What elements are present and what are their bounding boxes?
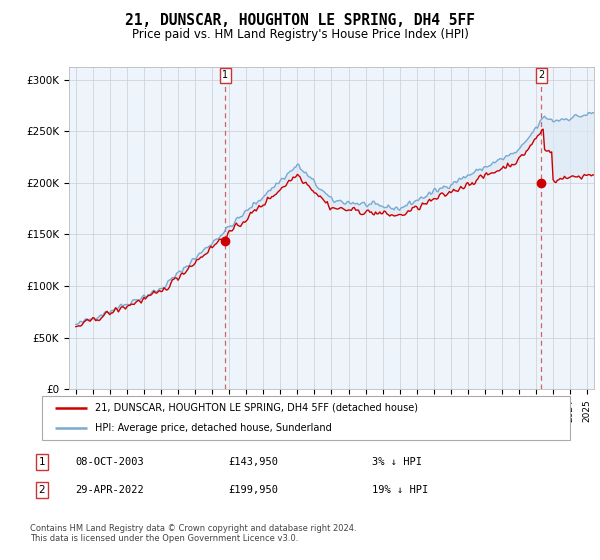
Text: 2: 2	[538, 71, 545, 81]
Text: 08-OCT-2003: 08-OCT-2003	[75, 457, 144, 467]
Text: Price paid vs. HM Land Registry's House Price Index (HPI): Price paid vs. HM Land Registry's House …	[131, 28, 469, 41]
Text: 29-APR-2022: 29-APR-2022	[75, 485, 144, 495]
Text: Contains HM Land Registry data © Crown copyright and database right 2024.
This d: Contains HM Land Registry data © Crown c…	[30, 524, 356, 543]
Text: £199,950: £199,950	[228, 485, 278, 495]
Text: 3% ↓ HPI: 3% ↓ HPI	[372, 457, 422, 467]
Text: £143,950: £143,950	[228, 457, 278, 467]
Text: 21, DUNSCAR, HOUGHTON LE SPRING, DH4 5FF (detached house): 21, DUNSCAR, HOUGHTON LE SPRING, DH4 5FF…	[95, 403, 418, 413]
Text: 2: 2	[38, 485, 46, 495]
Text: 1: 1	[38, 457, 46, 467]
Text: 19% ↓ HPI: 19% ↓ HPI	[372, 485, 428, 495]
Text: 1: 1	[222, 71, 229, 81]
Text: HPI: Average price, detached house, Sunderland: HPI: Average price, detached house, Sund…	[95, 423, 332, 433]
Text: 21, DUNSCAR, HOUGHTON LE SPRING, DH4 5FF: 21, DUNSCAR, HOUGHTON LE SPRING, DH4 5FF	[125, 13, 475, 29]
